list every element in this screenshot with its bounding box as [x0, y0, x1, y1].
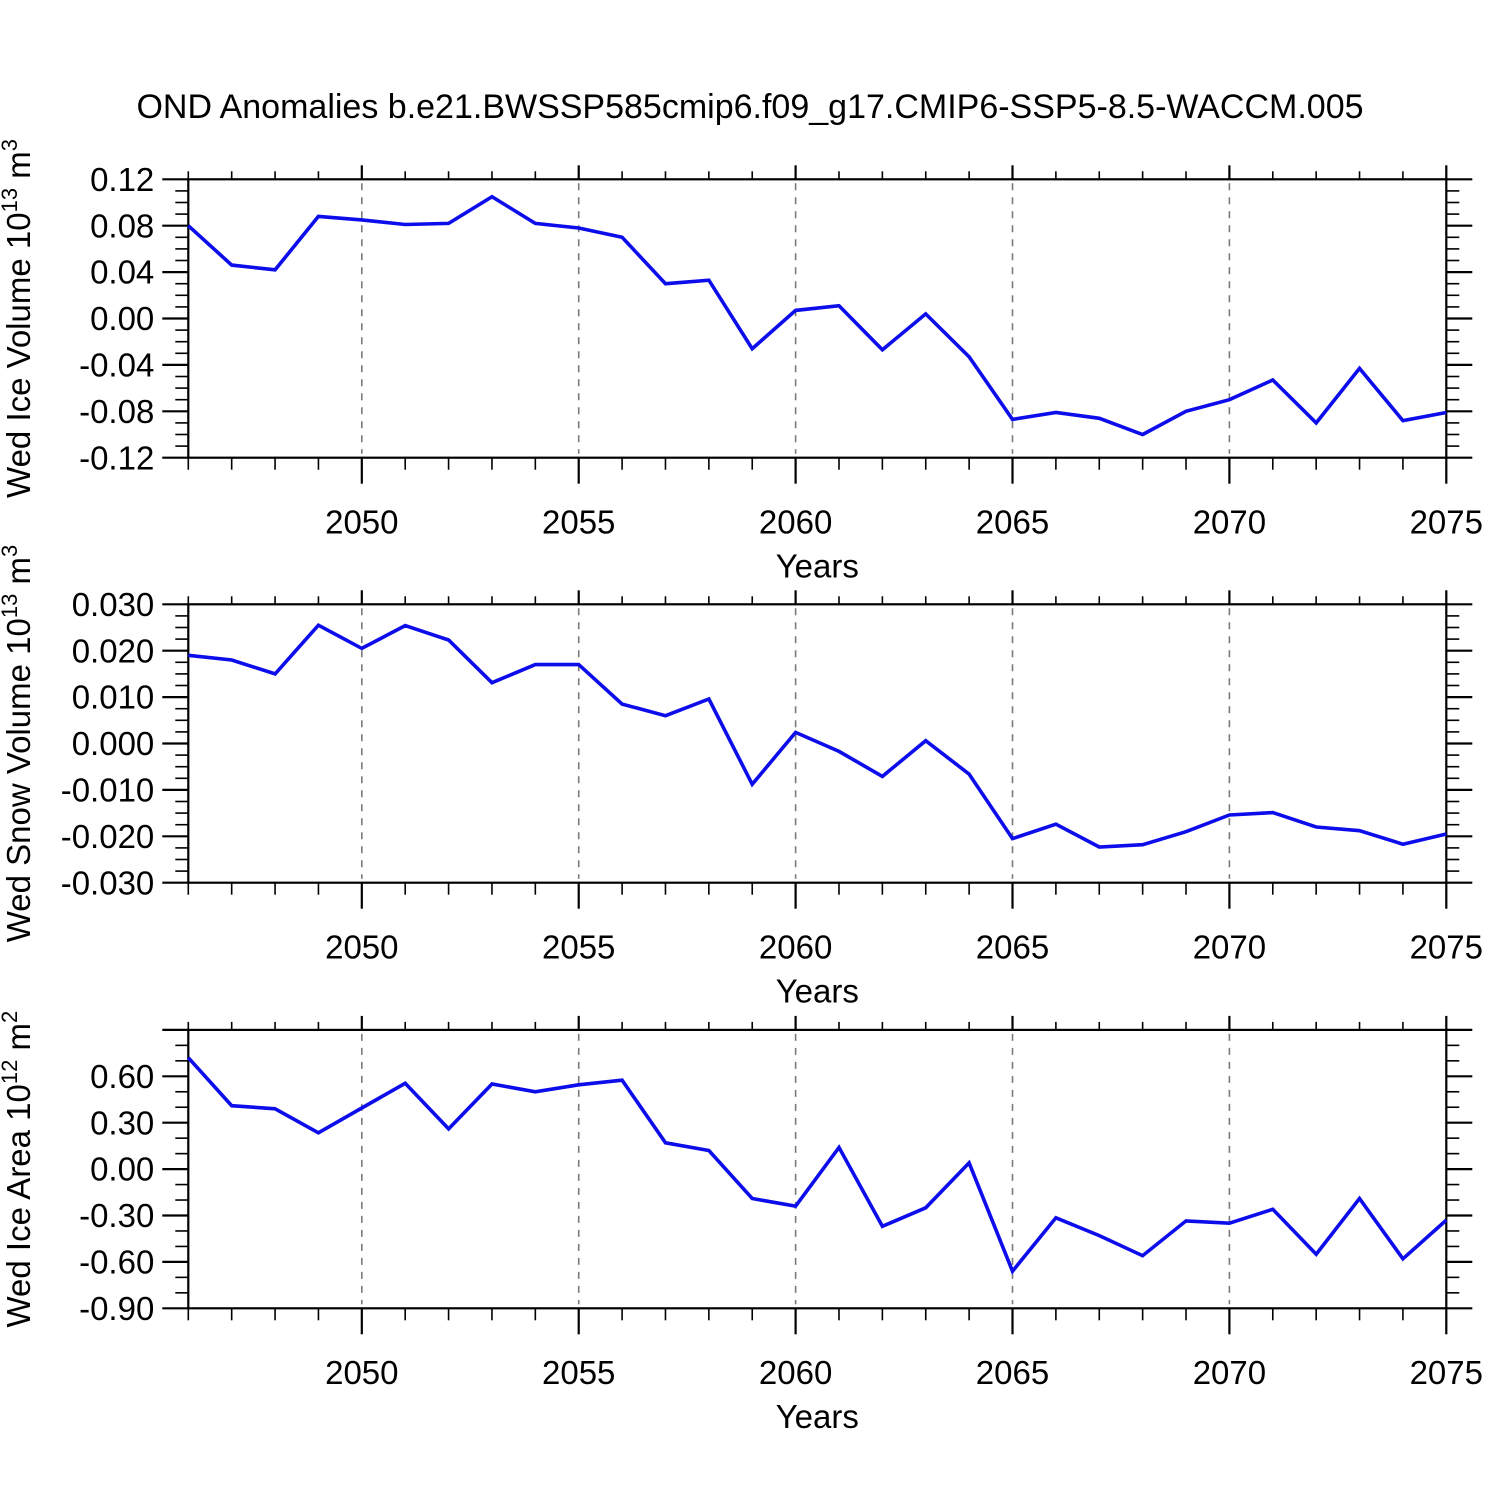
y-tick-label: -0.12: [79, 439, 154, 476]
x-tick-label: 2065: [976, 1354, 1049, 1391]
data-line-wed-ice-volume: [187, 194, 1447, 437]
y-tick-label: -0.030: [61, 864, 155, 901]
x-tick-label: 2075: [1410, 1354, 1483, 1391]
y-tick-label: -0.90: [79, 1290, 154, 1327]
y-tick-label: 0.08: [90, 207, 154, 244]
y-tick-label: -0.04: [79, 346, 154, 383]
y-axis-title-text: m: [0, 557, 37, 594]
y-tick-label: 0.30: [90, 1104, 154, 1141]
y-axis-title-sup: 12: [0, 1060, 22, 1084]
x-tick-label: 2070: [1193, 928, 1266, 965]
x-tick-label: 2075: [1410, 928, 1483, 965]
x-tick-label: 2055: [542, 928, 615, 965]
y-axis-title-text: m: [0, 1023, 37, 1060]
y-tick-label: 0.60: [90, 1058, 154, 1095]
x-axis-title: Years: [776, 1398, 859, 1435]
y-axis-title-sup: 3: [0, 545, 22, 557]
panel-wed-snow-volume: 0.030 0.020 0.010 0.000 -0.010 -0.020 -0.030 20…: [0, 545, 1483, 1010]
axis-box: [187, 603, 1448, 884]
x-tick-label: 2060: [759, 503, 832, 540]
x-tick-label: 2065: [976, 503, 1049, 540]
data-line-wed-ice-area: [186, 1056, 1448, 1275]
y-axis-title: Wed Snow Volume 1013 m3: [0, 545, 37, 943]
x-tick-label: 2065: [976, 928, 1049, 965]
y-tick-label: 0.00: [90, 300, 154, 337]
y-tick-label: 0.030: [72, 586, 155, 623]
axis-box: [187, 178, 1448, 459]
x-tick-label: 2070: [1193, 503, 1266, 540]
data-line-wed-snow-volume: [188, 622, 1447, 849]
y-tick-label: -0.08: [79, 393, 154, 430]
x-axis-title: Years: [776, 547, 859, 584]
y-axis-title-text: m: [0, 151, 37, 188]
y-tick-label: 0.00: [90, 1151, 154, 1188]
x-tick-label: 2060: [759, 928, 832, 965]
y-axis-title-text: Wed Snow Volume 10: [0, 618, 37, 942]
y-axis-title-sup: 2: [0, 1011, 22, 1023]
y-axis-title-sup: 3: [0, 139, 22, 151]
panel-wed-ice-volume: 0.12 0.08 0.04 0.00 -0.04 -0.08 -0.12 2050 2055 2…: [0, 139, 1483, 584]
chart-title: OND Anomalies b.e21.BWSSP585cmip6.f09_g1…: [136, 88, 1364, 126]
y-tick-label: -0.60: [79, 1243, 154, 1280]
x-tick-label: 2050: [325, 1354, 398, 1391]
y-axis-title: Wed Ice Volume 1013 m3: [0, 139, 37, 498]
y-axis-title-text: Wed Ice Area 10: [0, 1084, 37, 1327]
x-axis-title: Years: [776, 972, 859, 1009]
y-tick-label: 0.12: [90, 161, 154, 198]
x-tick-label: 2075: [1410, 503, 1483, 540]
y-tick-label: 0.010: [72, 679, 155, 716]
y-axis-title-sup: 13: [0, 188, 22, 212]
y-tick-label: 0.000: [72, 725, 155, 762]
x-tick-label: 2050: [325, 928, 398, 965]
y-tick-label: -0.020: [61, 818, 155, 855]
x-tick-label: 2070: [1193, 1354, 1266, 1391]
panel-wed-ice-area: 0.60 0.30 0.00 -0.30 -0.60 -0.90 2050 2055 2060 2…: [0, 1011, 1483, 1435]
x-tick-label: 2055: [542, 1354, 615, 1391]
x-tick-label: 2060: [759, 1354, 832, 1391]
y-axis-title-text: Wed Ice Volume 10: [0, 212, 37, 498]
y-tick-label: 0.020: [72, 632, 155, 669]
y-axis-title-sup: 13: [0, 594, 22, 618]
x-tick-label: 2050: [325, 503, 398, 540]
y-tick-label: -0.30: [79, 1197, 154, 1234]
y-tick-label: 0.04: [90, 254, 154, 291]
y-axis-title: Wed Ice Area 1012 m2: [0, 1011, 37, 1328]
y-tick-label: -0.010: [61, 771, 155, 808]
x-tick-label: 2055: [542, 503, 615, 540]
axis-box: [187, 1028, 1448, 1310]
